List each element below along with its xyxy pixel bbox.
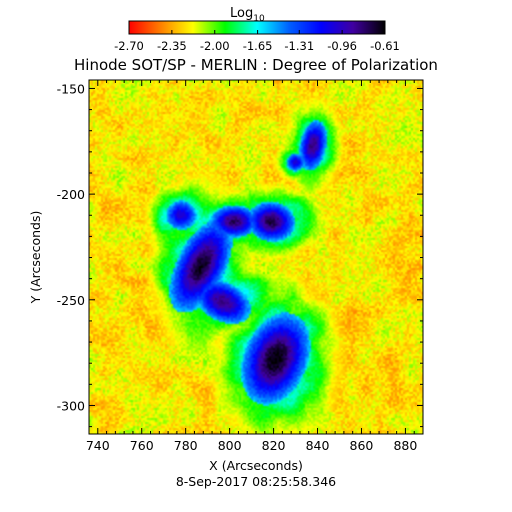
colorbar-tick-label: -2.00: [200, 39, 230, 53]
colorbar-tick-label: -1.31: [284, 39, 314, 53]
x-tick-label: 740: [86, 438, 110, 453]
x-axis-label: X (Arcseconds): [209, 458, 303, 473]
x-tick-label: 780: [174, 438, 198, 453]
y-axis: -150 -200 -250 -300: [57, 81, 423, 428]
x-tick-label: 840: [306, 438, 330, 453]
colorbar-tick-label: -2.35: [157, 39, 187, 53]
colorbar-title: Log10: [230, 6, 265, 24]
y-tick-label: -250: [57, 293, 85, 308]
x-axis: 740 760 780 800 820 840 860 880: [86, 80, 424, 453]
colorbar-tick-label: -0.96: [327, 39, 357, 53]
colorbar-tick-label: -2.70: [114, 39, 144, 53]
colorbar-title-sub: 10: [253, 14, 265, 24]
colorbar-tick-label: -1.65: [243, 39, 273, 53]
heatmap-image: [89, 80, 423, 434]
colorbar: [128, 20, 386, 35]
x-tick-label: 820: [262, 438, 286, 453]
date-label: 8-Sep-2017 08:25:58.346: [176, 474, 336, 489]
colorbar-tick-label: -0.61: [370, 39, 400, 53]
y-tick-label: -200: [57, 187, 85, 202]
y-tick-label: -300: [57, 398, 85, 413]
colorbar-title-main: Log: [230, 6, 253, 21]
y-tick-label: -150: [57, 81, 85, 96]
chart-title: Hinode SOT/SP - MERLIN : Degree of Polar…: [74, 56, 438, 74]
colorbar-ticks: -2.70 -2.35 -2.00 -1.65 -1.31 -0.96 -0.61: [114, 30, 400, 53]
x-tick-label: 880: [393, 438, 417, 453]
y-axis-label: Y (Arcseconds): [28, 211, 43, 305]
x-tick-label: 860: [350, 438, 374, 453]
x-tick-label: 760: [130, 438, 154, 453]
x-tick-label: 800: [218, 438, 242, 453]
